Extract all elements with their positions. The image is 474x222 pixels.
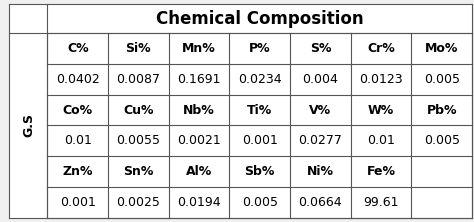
Text: Sn%: Sn% bbox=[123, 165, 154, 178]
Text: W%: W% bbox=[368, 103, 394, 117]
Text: 0.0021: 0.0021 bbox=[177, 134, 221, 147]
Text: 0.001: 0.001 bbox=[60, 196, 96, 209]
Text: 0.004: 0.004 bbox=[302, 73, 338, 86]
Text: 0.0664: 0.0664 bbox=[299, 196, 342, 209]
Text: 0.01: 0.01 bbox=[367, 134, 395, 147]
Text: 0.1691: 0.1691 bbox=[177, 73, 221, 86]
Text: 0.0234: 0.0234 bbox=[238, 73, 282, 86]
Text: Al%: Al% bbox=[186, 165, 212, 178]
Text: Ni%: Ni% bbox=[307, 165, 334, 178]
Text: C%: C% bbox=[67, 42, 89, 55]
Text: Fe%: Fe% bbox=[366, 165, 396, 178]
Text: Si%: Si% bbox=[126, 42, 151, 55]
Text: 99.61: 99.61 bbox=[364, 196, 399, 209]
Text: Cr%: Cr% bbox=[367, 42, 395, 55]
Text: 0.005: 0.005 bbox=[424, 134, 460, 147]
Text: Mn%: Mn% bbox=[182, 42, 216, 55]
Text: 0.0123: 0.0123 bbox=[359, 73, 403, 86]
Text: Sb%: Sb% bbox=[245, 165, 275, 178]
Text: Chemical Composition: Chemical Composition bbox=[156, 10, 364, 28]
Text: V%: V% bbox=[310, 103, 331, 117]
Text: 0.0087: 0.0087 bbox=[117, 73, 160, 86]
Text: Zn%: Zn% bbox=[63, 165, 93, 178]
Text: Ti%: Ti% bbox=[247, 103, 273, 117]
Text: Co%: Co% bbox=[63, 103, 93, 117]
Text: 0.0277: 0.0277 bbox=[299, 134, 342, 147]
Text: 0.0194: 0.0194 bbox=[177, 196, 221, 209]
Text: 0.0055: 0.0055 bbox=[117, 134, 160, 147]
Text: 0.01: 0.01 bbox=[64, 134, 91, 147]
Text: 0.0025: 0.0025 bbox=[117, 196, 160, 209]
Text: Cu%: Cu% bbox=[123, 103, 154, 117]
Text: 0.005: 0.005 bbox=[424, 73, 460, 86]
Text: 0.001: 0.001 bbox=[242, 134, 278, 147]
Text: Nb%: Nb% bbox=[183, 103, 215, 117]
Text: 0.0402: 0.0402 bbox=[56, 73, 100, 86]
Text: 0.005: 0.005 bbox=[242, 196, 278, 209]
Text: Pb%: Pb% bbox=[427, 103, 457, 117]
Text: S%: S% bbox=[310, 42, 331, 55]
Text: G.S: G.S bbox=[22, 113, 35, 137]
Text: P%: P% bbox=[249, 42, 271, 55]
Text: Mo%: Mo% bbox=[425, 42, 458, 55]
